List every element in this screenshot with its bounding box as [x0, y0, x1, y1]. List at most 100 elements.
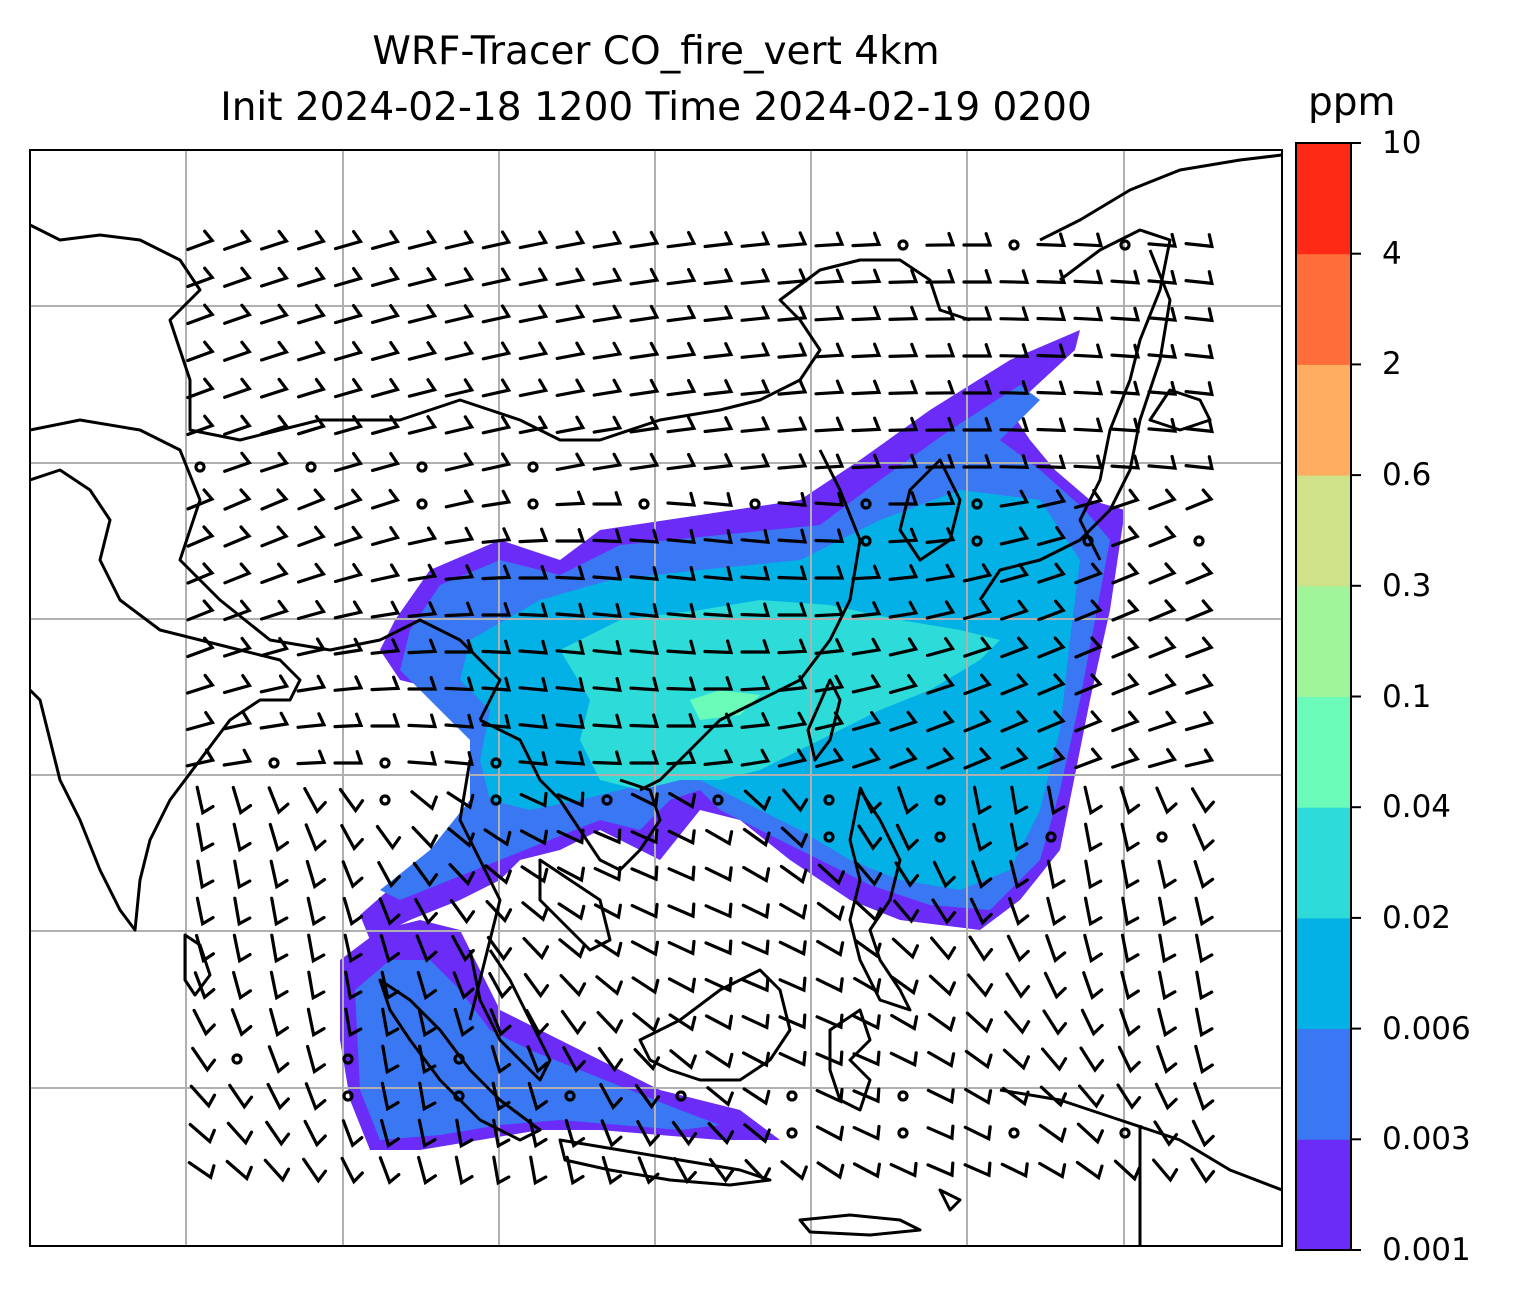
wind-barb: [444, 378, 475, 398]
wind-barb: [263, 1158, 291, 1183]
wind-barb: [1111, 710, 1140, 733]
wind-calm-circle: [268, 757, 280, 769]
wind-barb: [888, 379, 919, 395]
wind-barb: [296, 637, 327, 657]
wind-calm-circle: [860, 535, 872, 547]
wind-barb: [407, 341, 438, 361]
wind-barb: [777, 528, 808, 544]
wind-barb: [851, 268, 882, 285]
wind-calm-circle: [527, 461, 539, 473]
wind-barb: [629, 639, 659, 656]
wind-barb: [999, 269, 1030, 284]
wind-barb: [518, 714, 548, 730]
wind-barb: [593, 903, 622, 920]
tracer-band-turquoise: [560, 600, 1000, 790]
wind-barb: [889, 710, 918, 732]
wind-barb: [888, 564, 919, 581]
wind-barb: [962, 600, 993, 621]
wind-barb: [186, 377, 215, 400]
wind-barb: [186, 599, 215, 622]
wind-barb: [1074, 673, 1103, 696]
wind-barb: [520, 865, 549, 884]
wind-barb: [962, 563, 993, 583]
wind-barb: [630, 865, 659, 882]
wind-barb: [962, 343, 993, 358]
wind-barb: [296, 749, 327, 766]
wind-barb: [303, 1119, 327, 1148]
wind-barb: [1084, 859, 1103, 890]
wind-barb: [562, 1046, 586, 1074]
wind-barb: [888, 674, 919, 695]
wind-barb: [375, 824, 402, 851]
wind-calm-circle: [1119, 1127, 1131, 1139]
wind-barb: [1158, 896, 1177, 927]
wind-barb: [1154, 1082, 1178, 1111]
wind-barb: [851, 674, 882, 694]
wind-barb: [411, 826, 439, 850]
wind-barb: [890, 975, 919, 996]
wind-barb: [925, 379, 956, 395]
wind-barb: [779, 902, 808, 921]
wind-barb: [265, 1120, 291, 1147]
wind-barb: [407, 230, 438, 250]
wind-barb: [1110, 454, 1141, 470]
wind-barb: [1047, 785, 1066, 816]
wind-barb: [851, 711, 882, 732]
wind-barb: [188, 1122, 216, 1145]
wind-barb: [1000, 747, 1029, 770]
colorbar-band: [1296, 475, 1351, 587]
wind-barb: [268, 822, 290, 853]
wind-barb: [225, 1159, 253, 1182]
wind-barb: [1008, 897, 1030, 926]
wind-barb: [888, 342, 919, 358]
map-title-line-1: WRF-Tracer CO_fire_vert 4km: [372, 29, 940, 74]
wind-barb: [370, 267, 401, 287]
wind-barb: [448, 863, 476, 887]
wind-barb: [851, 379, 882, 396]
wind-barb: [962, 454, 993, 469]
wind-barb: [895, 823, 919, 852]
wind-barb: [297, 266, 327, 288]
wind-barb: [1004, 1010, 1031, 1035]
wind-barb: [592, 750, 623, 766]
wind-barb: [557, 902, 586, 921]
wind-barb: [969, 897, 993, 926]
wind-barb: [333, 230, 364, 251]
wind-barb: [1185, 488, 1214, 511]
wind-barb: [307, 970, 326, 1001]
wind-barb: [186, 488, 215, 511]
wind-barb: [703, 492, 733, 508]
wind-barb: [666, 341, 697, 360]
wind-barb: [186, 340, 215, 363]
wind-barb: [1073, 269, 1104, 285]
wind-barb: [1010, 785, 1029, 816]
wind-barb: [1147, 380, 1178, 396]
wind-barb: [340, 824, 364, 852]
wind-barb: [814, 491, 845, 507]
wind-barb: [703, 305, 734, 323]
wind-barb: [814, 342, 845, 359]
wind-barb: [1039, 1085, 1067, 1108]
wind-barb: [854, 900, 882, 923]
wind-barb: [223, 599, 252, 622]
wind-barb: [1121, 896, 1140, 927]
wind-barb: [231, 785, 253, 816]
wind-barb: [195, 896, 215, 927]
wind-barb: [777, 453, 808, 470]
wind-barb: [556, 866, 585, 883]
wind-barb: [1036, 526, 1067, 547]
wind-barb: [341, 860, 364, 889]
wind-barb: [223, 377, 252, 399]
wind-barb: [1080, 1008, 1104, 1037]
wind-barb: [963, 710, 992, 733]
wind-barb: [564, 1118, 586, 1149]
wind-barb: [852, 1014, 881, 1031]
wind-barb: [1000, 673, 1029, 696]
wind-barb: [378, 1156, 401, 1185]
wind-barb: [708, 1157, 735, 1184]
wind-barb: [968, 935, 994, 962]
wind-barb: [407, 304, 438, 324]
wind-barb: [1046, 859, 1066, 890]
wind-barb: [1001, 1086, 1030, 1107]
wind-barb: [851, 231, 882, 248]
